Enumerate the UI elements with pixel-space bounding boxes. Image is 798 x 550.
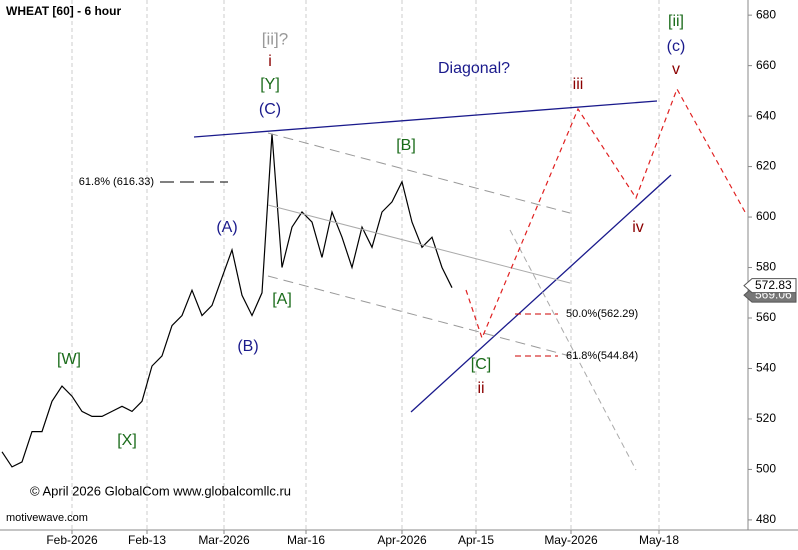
wave-label: [B] <box>396 137 416 154</box>
y-tick-label: 600 <box>756 209 776 223</box>
diagonal-upper-line <box>193 100 658 138</box>
diagonal-lower-line <box>410 174 672 413</box>
wave-label: (B) <box>237 338 258 355</box>
price-tag <box>743 278 797 294</box>
y-tick-label: 520 <box>756 411 776 425</box>
y-tick-label: 500 <box>756 462 776 476</box>
plot <box>1 0 660 530</box>
y-tick-label: 560 <box>756 310 776 324</box>
channel-lower <box>267 275 571 357</box>
wave-label: iii <box>573 76 584 93</box>
fib-label: 61.8% (616.33) <box>79 176 154 188</box>
wave-label: [A] <box>272 291 292 308</box>
wave-label: [Y] <box>260 76 280 93</box>
wave-label: iv <box>632 219 644 236</box>
fib-label: 50.0%(562.29) <box>566 308 638 320</box>
wave-label: [ii]? <box>262 29 288 48</box>
watermark: motivewave.com <box>6 512 88 524</box>
chart-title: WHEAT [60] - 6 hour <box>6 4 121 18</box>
wave-label: i <box>268 53 272 70</box>
channel-upper <box>267 132 571 214</box>
wave-label: v <box>672 61 680 78</box>
x-tick-label: May-2026 <box>544 533 598 547</box>
x-tick-label: Mar-2026 <box>198 533 250 547</box>
wave-label: (A) <box>216 219 237 236</box>
channel-mid <box>267 204 571 284</box>
projection-red <box>465 87 746 340</box>
y-tick-label: 640 <box>756 108 776 122</box>
x-tick-label: Apr-15 <box>458 533 494 547</box>
fib-label: 61.8%(544.84) <box>566 350 638 362</box>
x-tick-label: Feb-13 <box>128 533 166 547</box>
x-tick-label: Feb-2026 <box>46 533 98 547</box>
wave-label: [X] <box>117 432 137 449</box>
annotation: Diagonal? <box>438 60 510 77</box>
wave-label: [ii] <box>668 13 684 30</box>
x-tick-label: Apr-2026 <box>377 533 427 547</box>
y-tick-label: 480 <box>756 512 776 526</box>
x-tick-label: May-18 <box>639 533 679 547</box>
wave-label: [W] <box>57 351 81 368</box>
wave-label: [C] <box>471 356 491 373</box>
y-tick-label: 620 <box>756 159 776 173</box>
projection-gray <box>509 229 637 471</box>
y-tick-label: 660 <box>756 58 776 72</box>
wave-label: ii <box>477 380 484 397</box>
copyright: © April 2026 GlobalCom www.globalcomllc.… <box>30 483 291 498</box>
x-tick-label: Mar-16 <box>287 533 325 547</box>
y-tick-label: 540 <box>756 361 776 375</box>
price-tag-label: 572.83 <box>755 278 792 292</box>
wave-label: (c) <box>667 38 686 55</box>
y-tick-label: 680 <box>756 7 776 21</box>
price-line <box>1 133 453 468</box>
y-tick-label: 580 <box>756 260 776 274</box>
wave-label: (C) <box>259 101 281 118</box>
